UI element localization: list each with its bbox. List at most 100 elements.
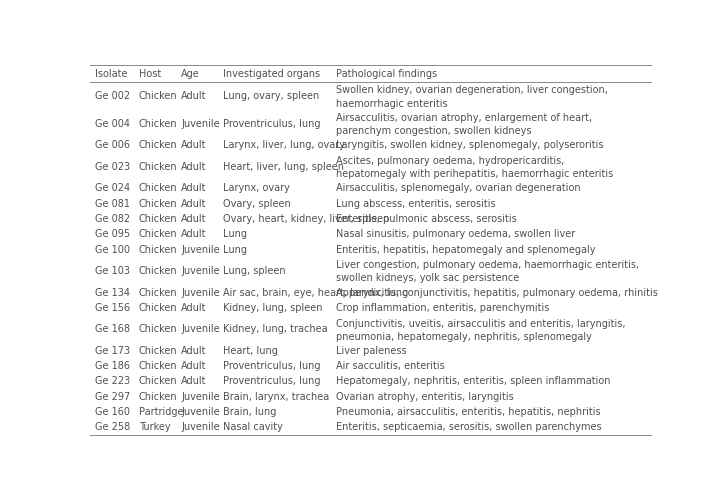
Text: Juvenile: Juvenile [181,119,220,129]
Text: Conjunctivitis, uveitis, airsacculitis and enteritis, laryngitis,
pneumonia, hep: Conjunctivitis, uveitis, airsacculitis a… [336,318,626,342]
Text: Proventriculus, lung: Proventriculus, lung [223,119,321,129]
Text: Ge 024: Ge 024 [95,183,131,193]
Text: Ge 168: Ge 168 [95,324,130,334]
Text: Crop inflammation, enteritis, parenchymitis: Crop inflammation, enteritis, parenchymi… [336,303,549,313]
Text: Investigated organs: Investigated organs [223,69,320,78]
Text: Juvenile: Juvenile [181,423,220,432]
Text: Kidney, lung, trachea: Kidney, lung, trachea [223,324,328,334]
Text: Pathological findings: Pathological findings [336,69,437,78]
Text: Chicken: Chicken [139,361,177,371]
Text: Ge 223: Ge 223 [95,377,131,387]
Text: Kidney, lung, spleen: Kidney, lung, spleen [223,303,322,313]
Text: Pneumonia, airsacculitis, enteritis, hepatitis, nephritis: Pneumonia, airsacculitis, enteritis, hep… [336,407,601,417]
Text: Ge 173: Ge 173 [95,346,131,356]
Text: Chicken: Chicken [139,346,177,356]
Text: Ge 156: Ge 156 [95,303,131,313]
Text: Air sac, brain, eye, heart, larynx, lung: Air sac, brain, eye, heart, larynx, lung [223,287,408,298]
Text: Hepatomegaly, nephritis, enteritis, spleen inflammation: Hepatomegaly, nephritis, enteritis, sple… [336,377,611,387]
Text: Lung, ovary, spleen: Lung, ovary, spleen [223,91,320,101]
Text: Ovary, spleen: Ovary, spleen [223,199,291,209]
Text: Laryngitis, swollen kidney, splenomegaly, polyseroritis: Laryngitis, swollen kidney, splenomegaly… [336,141,604,150]
Text: Ge 006: Ge 006 [95,141,130,150]
Text: Lung: Lung [223,245,247,254]
Text: Adult: Adult [181,141,207,150]
Text: Chicken: Chicken [139,229,177,239]
Text: Ge 082: Ge 082 [95,214,131,224]
Text: Nasal sinusitis, pulmonary oedema, swollen liver: Nasal sinusitis, pulmonary oedema, swoll… [336,229,576,239]
Text: Lung, spleen: Lung, spleen [223,266,286,276]
Text: Age: Age [181,69,200,78]
Text: Ge 100: Ge 100 [95,245,130,254]
Text: Chicken: Chicken [139,214,177,224]
Text: Chicken: Chicken [139,199,177,209]
Text: Adult: Adult [181,361,207,371]
Text: Chicken: Chicken [139,303,177,313]
Text: Larynx, ovary: Larynx, ovary [223,183,290,193]
Text: Adult: Adult [181,162,207,172]
Text: Chicken: Chicken [139,119,177,129]
Text: Adult: Adult [181,229,207,239]
Text: Swollen kidney, ovarian degeneration, liver congestion,
haemorrhagic enteritis: Swollen kidney, ovarian degeneration, li… [336,85,608,108]
Text: Adult: Adult [181,214,207,224]
Text: Ovarian atrophy, enteritis, laryngitis: Ovarian atrophy, enteritis, laryngitis [336,392,514,402]
Text: Nasal cavity: Nasal cavity [223,423,283,432]
Text: Liver paleness: Liver paleness [336,346,407,356]
Text: Airsacculitis, splenomegaly, ovarian degeneration: Airsacculitis, splenomegaly, ovarian deg… [336,183,581,193]
Text: Lung: Lung [223,229,247,239]
Text: Partridge: Partridge [139,407,183,417]
Text: Enteritis, pulmonic abscess, serositis: Enteritis, pulmonic abscess, serositis [336,214,517,224]
Text: Adult: Adult [181,199,207,209]
Text: Adult: Adult [181,91,207,101]
Text: Juvenile: Juvenile [181,266,220,276]
Text: Ge 297: Ge 297 [95,392,131,402]
Text: Ovary, heart, kidney, liver, spleen: Ovary, heart, kidney, liver, spleen [223,214,390,224]
Text: Adult: Adult [181,303,207,313]
Text: Host: Host [139,69,161,78]
Text: Juvenile: Juvenile [181,392,220,402]
Text: Enteritis, septicaemia, serositis, swollen parenchymes: Enteritis, septicaemia, serositis, swoll… [336,423,602,432]
Text: Chicken: Chicken [139,162,177,172]
Text: Heart, liver, lung, spleen: Heart, liver, lung, spleen [223,162,344,172]
Text: Ge 004: Ge 004 [95,119,130,129]
Text: Ge 023: Ge 023 [95,162,131,172]
Text: Heart, lung: Heart, lung [223,346,278,356]
Text: Chicken: Chicken [139,287,177,298]
Text: Ge 160: Ge 160 [95,407,130,417]
Text: Larynx, liver, lung, ovary: Larynx, liver, lung, ovary [223,141,345,150]
Text: Ascites, pulmonary oedema, hydropericarditis,
hepatomegaly with perihepatitis, h: Ascites, pulmonary oedema, hydropericard… [336,156,614,179]
Text: Appendicitis, conjunctivitis, hepatitis, pulmonary oedema, rhinitis: Appendicitis, conjunctivitis, hepatitis,… [336,287,658,298]
Text: Brain, larynx, trachea: Brain, larynx, trachea [223,392,330,402]
Text: Brain, lung: Brain, lung [223,407,276,417]
Text: Lung abscess, enteritis, serositis: Lung abscess, enteritis, serositis [336,199,496,209]
Text: Ge 134: Ge 134 [95,287,130,298]
Text: Chicken: Chicken [139,324,177,334]
Text: Airsacculitis, ovarian atrophy, enlargement of heart,
parenchym congestion, swol: Airsacculitis, ovarian atrophy, enlargem… [336,113,592,136]
Text: Chicken: Chicken [139,183,177,193]
Text: Chicken: Chicken [139,377,177,387]
Text: Ge 002: Ge 002 [95,91,131,101]
Text: Air sacculitis, enteritis: Air sacculitis, enteritis [336,361,445,371]
Text: Isolate: Isolate [95,69,128,78]
Text: Adult: Adult [181,183,207,193]
Text: Ge 103: Ge 103 [95,266,130,276]
Text: Chicken: Chicken [139,141,177,150]
Text: Proventriculus, lung: Proventriculus, lung [223,377,321,387]
Text: Juvenile: Juvenile [181,324,220,334]
Text: Adult: Adult [181,346,207,356]
Text: Chicken: Chicken [139,392,177,402]
Text: Chicken: Chicken [139,91,177,101]
Text: Juvenile: Juvenile [181,407,220,417]
Text: Liver congestion, pulmonary oedema, haemorrhagic enteritis,
swollen kidneys, yol: Liver congestion, pulmonary oedema, haem… [336,260,639,283]
Text: Ge 081: Ge 081 [95,199,130,209]
Text: Juvenile: Juvenile [181,245,220,254]
Text: Ge 095: Ge 095 [95,229,131,239]
Text: Chicken: Chicken [139,266,177,276]
Text: Ge 258: Ge 258 [95,423,131,432]
Text: Adult: Adult [181,377,207,387]
Text: Juvenile: Juvenile [181,287,220,298]
Text: Enteritis, hepatitis, hepatomegaly and splenomegaly: Enteritis, hepatitis, hepatomegaly and s… [336,245,596,254]
Text: Turkey: Turkey [139,423,170,432]
Text: Proventriculus, lung: Proventriculus, lung [223,361,321,371]
Text: Ge 186: Ge 186 [95,361,130,371]
Text: Chicken: Chicken [139,245,177,254]
